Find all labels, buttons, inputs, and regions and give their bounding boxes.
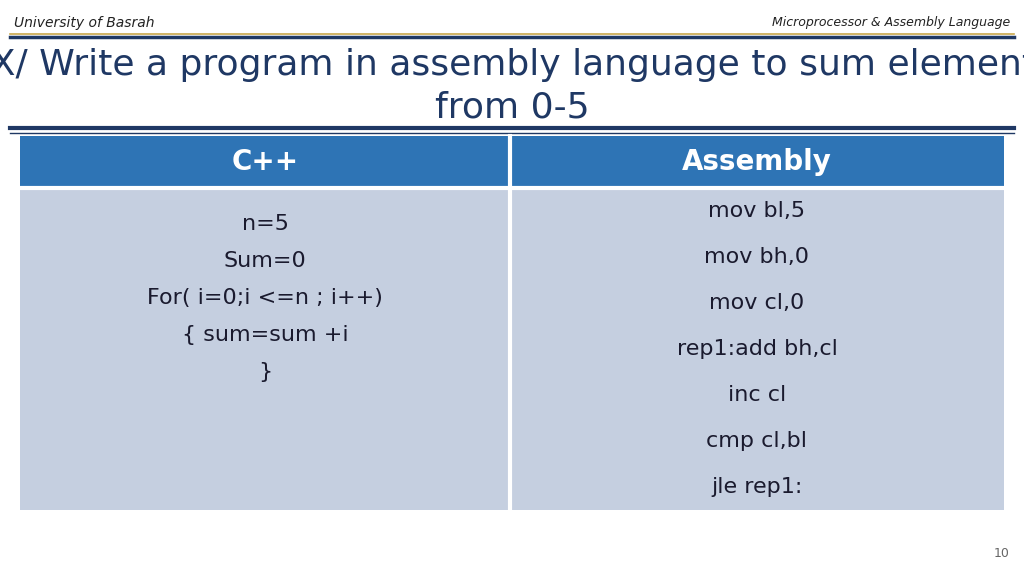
Text: n=5: n=5 [242,214,289,234]
Text: C++: C++ [231,148,299,176]
Text: jle rep1:: jle rep1: [712,477,803,497]
Text: from 0-5: from 0-5 [434,90,590,124]
Text: mov cl,0: mov cl,0 [710,293,805,313]
Text: 10: 10 [994,547,1010,560]
Text: EX/ Write a program in assembly language to sum elements: EX/ Write a program in assembly language… [0,48,1024,82]
Bar [20,188,1004,510]
Text: Microprocessor & Assembly Language: Microprocessor & Assembly Language [772,16,1010,29]
Text: rep1:add bh,cl: rep1:add bh,cl [677,339,838,359]
Text: cmp cl,bl: cmp cl,bl [707,431,808,451]
Text: University of Basrah: University of Basrah [14,16,155,30]
Text: Sum=0: Sum=0 [223,251,306,271]
Bar [20,136,1004,188]
Text: { sum=sum +i: { sum=sum +i [181,325,348,345]
Text: For( i=0;i <=n ; i++): For( i=0;i <=n ; i++) [147,288,383,308]
Text: mov bh,0: mov bh,0 [705,247,810,267]
Text: }: } [258,362,272,382]
Text: Assembly: Assembly [682,148,831,176]
Text: inc cl: inc cl [728,385,786,405]
Text: mov bl,5: mov bl,5 [709,201,806,221]
